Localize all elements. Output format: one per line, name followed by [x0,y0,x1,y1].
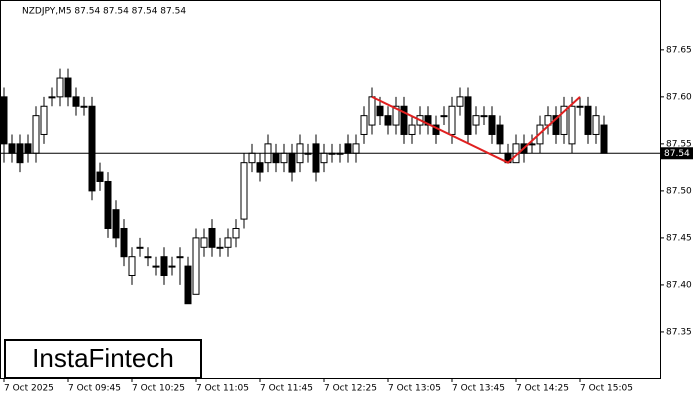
x-tick-label: 7 Oct 14:25 [516,384,569,394]
candle-body [240,162,248,220]
candle-body [472,115,480,126]
candle-body [480,115,488,118]
y-tick-label: 87.45 [666,233,692,243]
candle-body [272,152,280,164]
x-tick-label: 7 Oct 2025 [4,384,54,394]
candle-body [88,105,96,192]
x-tick-label: 7 Oct 09:45 [68,384,121,394]
logo-box [4,339,202,379]
last-price-label: 87.54 [664,149,690,159]
candle-body [464,96,472,135]
y-tick-label: 87.60 [666,92,692,102]
candle-body [208,227,216,248]
candle-body [168,265,176,268]
candle-body [104,180,112,229]
candle-body [568,105,576,145]
candle-body [24,143,32,154]
candle-body [64,77,72,98]
candle-body [408,124,416,135]
candle-body [112,209,120,239]
candle-body [496,124,504,145]
candle-body [128,256,136,277]
candle-body [120,227,128,258]
candle-body [376,105,384,117]
candle-body [352,143,360,154]
x-tick-label: 7 Oct 13:45 [452,384,505,394]
candle-body [56,77,64,98]
candle-body [552,115,560,135]
candle-body [576,105,584,108]
candle-body [584,105,592,135]
y-tick-label: 87.40 [666,280,692,290]
candle-body [384,115,392,126]
candle-body [32,115,40,154]
candle-body [440,115,448,118]
candle-body [560,105,568,135]
pattern-line [371,95,581,164]
candle-body [288,152,296,173]
candle-body [80,105,88,108]
last-price-box [661,147,693,160]
candle-body [528,143,536,146]
candle-body [152,265,160,268]
x-tick-label: 7 Oct 11:45 [260,384,313,394]
candle-body [224,237,232,248]
chart-title: NZDJPY,M5 87.54 87.54 87.54 87.54 [22,7,186,17]
x-tick-label: 7 Oct 12:25 [324,384,377,394]
x-tick-label: 7 Oct 13:05 [388,384,441,394]
candle-body [456,96,464,107]
candle-body [48,96,56,99]
candle-body [312,143,320,173]
candle-body [72,96,80,107]
candle-body [176,256,184,259]
candle-body [320,152,328,164]
candle-body [248,152,256,164]
candle-body [0,96,8,145]
candle-body [256,162,264,173]
candle-body [400,105,408,135]
x-tick-label: 7 Oct 10:25 [132,384,185,394]
x-tick-label: 7 Oct 15:05 [580,384,633,394]
candle-body [360,115,368,135]
y-tick-label: 87.50 [666,186,692,196]
candle-body [8,143,16,154]
candle-body [344,143,352,154]
candle-body [600,124,608,154]
candle-body [144,256,152,259]
candle-body [216,246,224,249]
candle-body [280,152,288,164]
candle-body [232,227,240,239]
y-tick-label: 87.35 [666,327,692,337]
candle-body [96,171,104,182]
candle-body [392,105,400,126]
candle-body [200,237,208,248]
candle-body [448,105,456,135]
y-tick-label: 87.65 [666,45,692,55]
watermark: InstaFintech [32,343,174,373]
candle-body [488,115,496,135]
candle-body [40,105,48,135]
x-tick-label: 7 Oct 11:05 [196,384,249,394]
candle-body [136,246,144,249]
candle-body [160,256,168,277]
candle-body [368,96,376,126]
candle-body [184,265,192,305]
y-tick-label: 87.55 [666,139,692,149]
candle-body [592,115,600,135]
candle-body [192,237,200,295]
